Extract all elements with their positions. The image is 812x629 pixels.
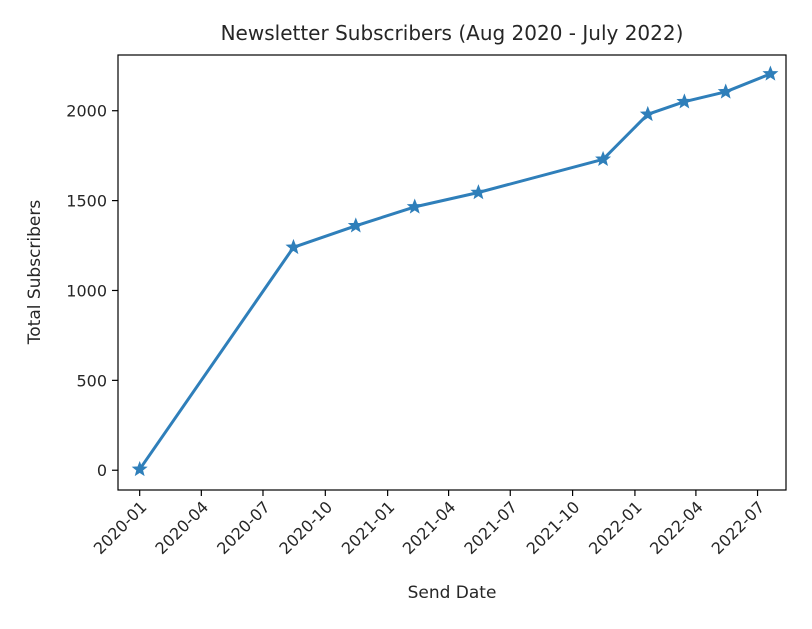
y-tick-label: 0 [97, 461, 107, 480]
y-axis-label: Total Subscribers [25, 200, 45, 346]
y-tick-label: 1500 [66, 192, 107, 211]
y-tick-label: 1000 [66, 281, 107, 300]
y-tick-label: 500 [76, 371, 107, 390]
y-tick-label: 2000 [66, 102, 107, 121]
chart-title: Newsletter Subscribers (Aug 2020 - July … [221, 21, 684, 45]
data-point-star [406, 198, 423, 214]
series-line [138, 72, 771, 471]
x-axis-label: Send Date [408, 583, 497, 603]
plot-frame [117, 54, 787, 491]
data-point-star [639, 105, 656, 122]
data-point-star [285, 238, 302, 255]
data-point-star [595, 150, 612, 167]
data-point-star [717, 83, 734, 99]
data-point-star [762, 65, 779, 81]
data-point-star [347, 217, 364, 233]
data-point-star [676, 93, 693, 109]
data-point-star [131, 460, 148, 477]
data-point-star [470, 184, 487, 200]
